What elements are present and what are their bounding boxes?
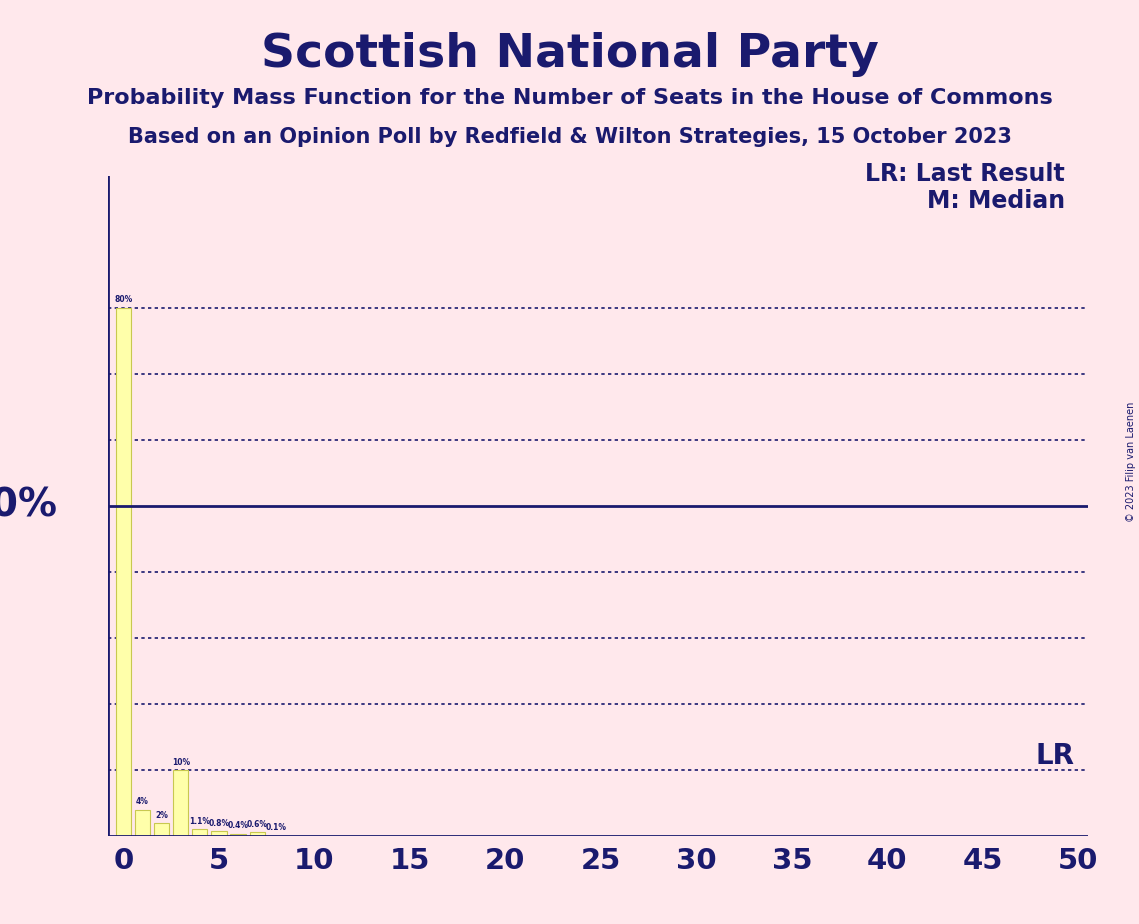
- Text: 1.1%: 1.1%: [189, 817, 211, 826]
- Text: M: Median: M: Median: [927, 189, 1065, 213]
- Text: LR: LR: [1035, 742, 1074, 771]
- Text: 50%: 50%: [0, 487, 57, 525]
- Text: 2%: 2%: [155, 810, 169, 820]
- Text: 10%: 10%: [172, 758, 190, 767]
- Text: Based on an Opinion Poll by Redfield & Wilton Strategies, 15 October 2023: Based on an Opinion Poll by Redfield & W…: [128, 127, 1011, 147]
- Bar: [249, 833, 264, 836]
- Bar: [212, 831, 227, 836]
- Bar: [192, 829, 207, 836]
- Text: 4%: 4%: [137, 797, 149, 807]
- Text: Probability Mass Function for the Number of Seats in the House of Commons: Probability Mass Function for the Number…: [87, 88, 1052, 108]
- Text: 0.1%: 0.1%: [265, 823, 287, 833]
- Text: 0.6%: 0.6%: [247, 820, 268, 829]
- Text: 80%: 80%: [114, 296, 132, 304]
- Text: 0.4%: 0.4%: [228, 821, 248, 831]
- Bar: [134, 809, 150, 836]
- Bar: [173, 771, 188, 836]
- Bar: [116, 308, 131, 836]
- Bar: [154, 823, 170, 836]
- Bar: [230, 833, 246, 836]
- Text: Scottish National Party: Scottish National Party: [261, 32, 878, 78]
- Text: © 2023 Filip van Laenen: © 2023 Filip van Laenen: [1126, 402, 1136, 522]
- Text: LR: Last Result: LR: Last Result: [866, 162, 1065, 186]
- Text: 0.8%: 0.8%: [208, 819, 230, 828]
